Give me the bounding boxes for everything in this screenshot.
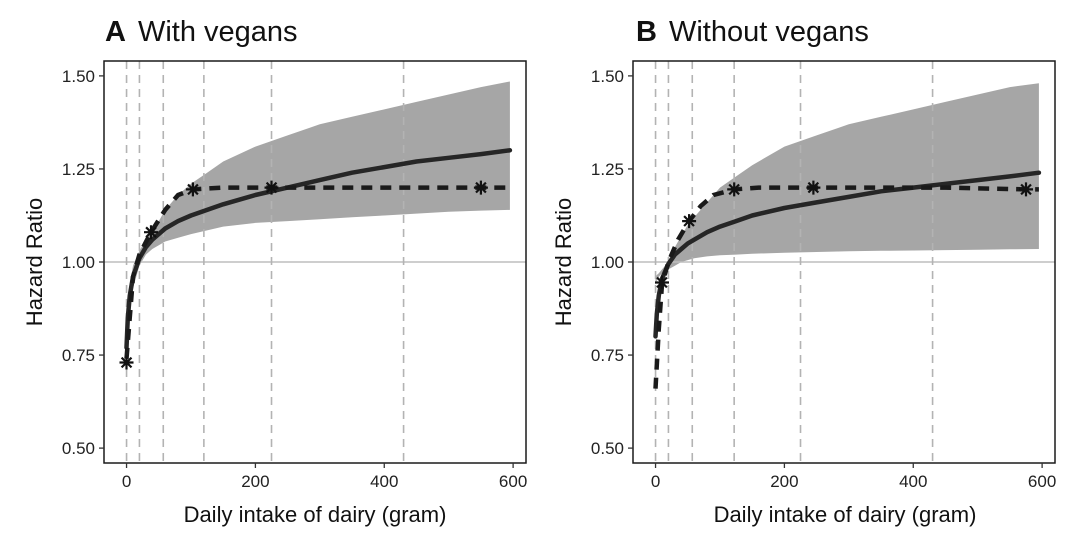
panel-b-x-axis-label: Daily intake of dairy (gram) xyxy=(714,502,977,527)
panel-b-x-tick-label-0: 0 xyxy=(651,472,660,491)
panel-a-plot-area xyxy=(104,61,526,463)
panel-a-point-2 xyxy=(185,182,200,197)
panel-a: A With vegans 0.50 0.75 1.00 1.25 1.50 0 200 400… xyxy=(22,16,527,527)
panel-a-title-text: With vegans xyxy=(138,16,298,48)
panel-a-y-tick-label-4: 1.50 xyxy=(62,67,95,86)
panel-b-y-tick-label-0: 0.50 xyxy=(591,439,624,458)
panel-a-title: A With vegans xyxy=(105,16,298,48)
panel-b-plot: 0.50 0.75 1.00 1.25 1.50 0 200 400 600 xyxy=(591,60,1056,491)
panel-a-x-tick-label-0: 0 xyxy=(122,472,131,491)
panel-a-point-1 xyxy=(144,225,158,240)
panel-b-title-text: Without vegans xyxy=(669,16,869,48)
panel-b-y-tick-label-4: 1.50 xyxy=(591,67,624,86)
panel-b-point-2 xyxy=(727,182,742,197)
panel-b-y-axis-label: Hazard Ratio xyxy=(551,198,576,326)
panel-a-x-axis-label: Daily intake of dairy (gram) xyxy=(184,502,447,527)
panel-a-y-tick-label-3: 1.25 xyxy=(62,160,95,179)
panel-b-point-3 xyxy=(806,180,821,195)
panel-b-y-tick-label-1: 0.75 xyxy=(591,346,624,365)
panel-a-letter: A xyxy=(105,16,126,48)
panel-b-confidence-band xyxy=(655,83,1039,285)
panel-b-x-tick-label-1: 200 xyxy=(770,472,798,491)
panel-b-point-4 xyxy=(1019,182,1033,197)
panel-b-point-1 xyxy=(682,214,697,229)
panel-b: B Without vegans 0.50 0.75 1.00 1.25 1.50 0 200… xyxy=(551,16,1056,527)
panel-b-y-tick-label-2: 1.00 xyxy=(591,253,624,272)
panel-a-spline-line xyxy=(124,148,513,350)
panel-a-point-0 xyxy=(119,355,134,370)
panel-a-plot: 0.50 0.75 1.00 1.25 1.50 0 200 400 600 xyxy=(62,60,527,491)
panel-a-y-tick-label-1: 0.75 xyxy=(62,346,95,365)
panel-a-point-3 xyxy=(264,180,279,195)
panel-a-y-tick-label-2: 1.00 xyxy=(62,253,95,272)
panel-a-confidence-band xyxy=(126,81,510,356)
panel-a-x-tick-label-1: 200 xyxy=(241,472,269,491)
panel-a-y-axis-label: Hazard Ratio xyxy=(22,198,47,326)
panel-b-letter: B xyxy=(636,16,657,48)
panel-b-title: B Without vegans xyxy=(636,16,869,48)
panel-b-point-0 xyxy=(655,275,669,290)
panel-a-x-tick-label-2: 400 xyxy=(370,472,398,491)
panel-b-x-tick-label-2: 400 xyxy=(899,472,927,491)
panel-a-point-4 xyxy=(473,180,488,195)
panel-a-y-tick-label-0: 0.50 xyxy=(62,439,95,458)
panel-b-x-tick-label-3: 600 xyxy=(1028,472,1056,491)
panel-b-dashed-line xyxy=(653,185,1039,389)
panel-b-y-tick-label-3: 1.25 xyxy=(591,160,624,179)
panel-b-plot-area xyxy=(633,61,1055,463)
panel-a-x-tick-label-3: 600 xyxy=(499,472,527,491)
